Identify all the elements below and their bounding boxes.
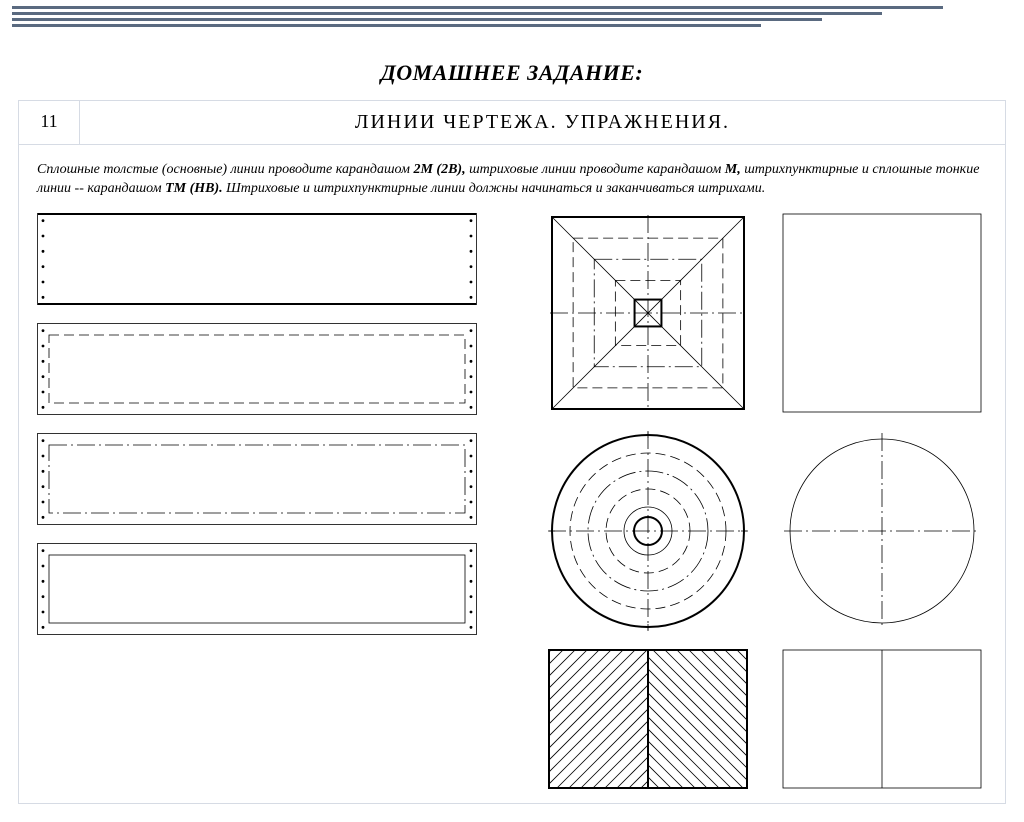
hatched-square-diagram: [548, 649, 748, 789]
blank-square: [782, 213, 982, 413]
left-box-1: [37, 213, 477, 305]
slide-title: ДОМАШНЕЕ ЗАДАНИЕ:: [0, 60, 1024, 86]
col-middle: [543, 213, 753, 789]
worksheet-body: Сплошные толстые (основные) линии провод…: [19, 145, 1005, 803]
worksheet-frame: 11 ЛИНИИ ЧЕРТЕЖА. УПРАЖНЕНИЯ. Сплошные т…: [18, 100, 1006, 804]
instr-pencil2: М,: [725, 162, 741, 177]
left-box-4: [37, 543, 477, 635]
worksheet-header: 11 ЛИНИИ ЧЕРТЕЖА. УПРАЖНЕНИЯ.: [19, 101, 1005, 145]
instr-part4: Штриховые и штрихпунктирные линии должны…: [226, 181, 765, 196]
instr-pencil3: ТМ (НВ).: [165, 181, 223, 196]
decorative-bars: [0, 0, 1024, 40]
left-box-2: [37, 323, 477, 415]
worksheet-title: ЛИНИИ ЧЕРТЕЖА. УПРАЖНЕНИЯ.: [80, 101, 1005, 144]
pyramid-square-diagram: [548, 213, 748, 413]
col-left: [37, 213, 519, 789]
left-box-3: [37, 433, 477, 525]
instr-part2: штриховые линии проводите карандашом: [469, 162, 725, 177]
blank-square-bottom: [782, 649, 982, 789]
instr-part1: Сплошные толстые (основные) линии провод…: [37, 162, 413, 177]
worksheet-number: 11: [19, 101, 80, 144]
col-right: [777, 213, 987, 789]
instr-pencil1: 2М (2В),: [413, 162, 465, 177]
blank-circle: [782, 431, 982, 631]
instructions-text: Сплошные толстые (основные) линии провод…: [37, 161, 987, 199]
exercise-grid: [37, 213, 987, 789]
concentric-circles-diagram: [548, 431, 748, 631]
